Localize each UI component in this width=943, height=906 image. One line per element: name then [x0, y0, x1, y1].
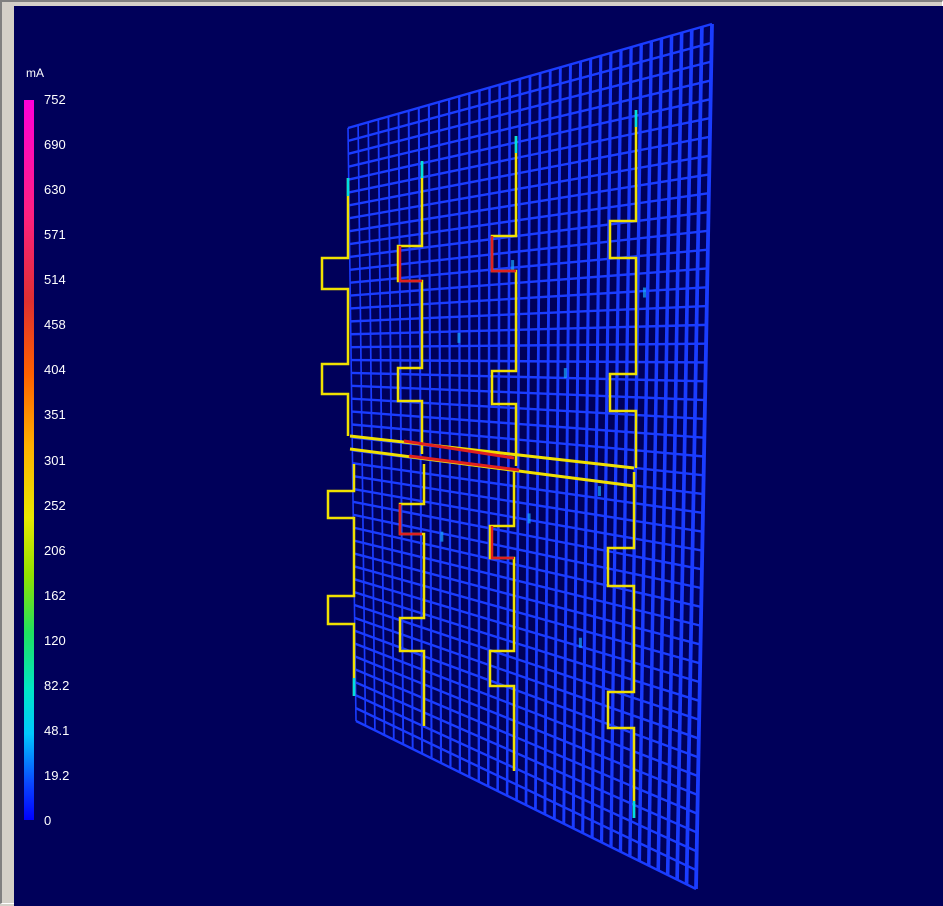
- grid-horizontal-line: [351, 384, 706, 402]
- conductor-hot-segment: [398, 504, 422, 536]
- viewport-3d[interactable]: mA 752 690 630 571 514 458 404 351 301 252 206 162 1…: [14, 6, 943, 906]
- colorbar-tick-label: 48.1: [44, 722, 70, 738]
- colorbar-tick-label: 301: [44, 452, 66, 468]
- grid-horizontal-line: [349, 154, 710, 220]
- conductor-lead-4-upper: [608, 110, 638, 468]
- grid-horizontal-line: [351, 358, 706, 364]
- grid-horizontal-line: [350, 286, 708, 310]
- colorbar-tick-label: 19.2: [44, 767, 70, 783]
- grid-horizontal-line: [353, 539, 702, 627]
- colorbar-tick-label: 514: [44, 272, 66, 288]
- grid-cell-highlight: [578, 637, 582, 648]
- colorbar-unit-label: mA: [26, 66, 44, 80]
- grid-horizontal-line: [355, 719, 697, 891]
- grid-horizontal-line: [349, 210, 709, 259]
- grid-horizontal-line: [354, 681, 698, 834]
- colorbar-tick-label: 690: [44, 137, 66, 153]
- grid-horizontal-line: [351, 371, 706, 383]
- colorbar-tick-label: 162: [44, 587, 66, 603]
- grid-cell-highlight: [440, 531, 444, 542]
- grid-horizontal-line: [348, 60, 712, 155]
- grid-horizontal-line: [347, 41, 712, 143]
- conductor-hot-segment: [398, 246, 422, 283]
- colorbar-tick-label: 120: [44, 632, 66, 648]
- colorbar-tick-label: 458: [44, 317, 66, 333]
- conductor-bus-hot-segment: [408, 454, 520, 472]
- grid-cell-highlight: [642, 287, 646, 298]
- grid-horizontal-line: [354, 642, 699, 778]
- grid-horizontal-line: [351, 410, 705, 439]
- grid-horizontal-line: [348, 79, 712, 168]
- colorbar-tick-label: 351: [44, 407, 66, 423]
- grid-horizontal-line: [351, 423, 705, 458]
- colorbar: [24, 100, 34, 820]
- conductor-lead-3-lower: [488, 468, 516, 771]
- grid-horizontal-line: [355, 694, 698, 853]
- colorbar-tick-label: 571: [44, 227, 66, 243]
- grid-horizontal-line: [350, 342, 707, 349]
- conductors: [320, 110, 638, 818]
- grid-horizontal-line: [352, 500, 703, 571]
- grid-horizontal-line: [354, 668, 698, 815]
- grid-horizontal-line: [354, 603, 700, 721]
- grid-horizontal-line: [348, 135, 711, 207]
- colorbar-tick-label: 82.2: [44, 677, 70, 693]
- grid-horizontal-line: [349, 173, 710, 233]
- conductor-bus-hot-segment: [403, 439, 515, 460]
- grid-horizontal-line: [354, 616, 700, 740]
- grid-horizontal-line: [355, 707, 697, 872]
- grid-horizontal-line: [353, 565, 701, 665]
- colorbar-tick-label: 252: [44, 497, 66, 513]
- grid-cell-highlight: [511, 260, 515, 271]
- grid-horizontal-line: [350, 304, 707, 323]
- conductor-lead-2-lower: [398, 464, 426, 726]
- grid-horizontal-line: [349, 248, 708, 284]
- conductor-hot-segment: [490, 526, 514, 560]
- grid-horizontal-line: [349, 229, 709, 271]
- colorbar-tick-label: 206: [44, 542, 66, 558]
- grounding-grid-scene: [320, 22, 714, 891]
- colorbar-tick-label: 0: [44, 813, 52, 828]
- colorbar-tick-label: 404: [44, 362, 66, 378]
- grid-horizontal-line: [350, 267, 708, 297]
- grid-horizontal-line: [352, 461, 704, 515]
- colorbar-tick-label: 752: [44, 92, 66, 107]
- grid-horizontal-line: [352, 474, 703, 533]
- grid-horizontal-line: [353, 552, 701, 646]
- grid-cell-highlight: [597, 486, 601, 497]
- grid-horizontal-line: [348, 116, 711, 194]
- grid-horizontal-line: [353, 590, 700, 703]
- conductor-lead-1-upper: [320, 178, 350, 436]
- conductor-hot-segment: [490, 236, 516, 273]
- grid-cell-highlight: [563, 368, 567, 379]
- grid-horizontal-line: [347, 22, 713, 130]
- conductor-lead-2-upper: [396, 161, 424, 454]
- conductor-lead-3-upper: [490, 136, 518, 466]
- conductor-bus-upper: [349, 434, 635, 470]
- conductor-lead-1-lower: [326, 464, 356, 696]
- grid-horizontal-line: [353, 526, 702, 609]
- grid-horizontal-line: [349, 192, 710, 246]
- grid-horizontal-line: [348, 98, 711, 181]
- grid-horizontal-line: [352, 487, 703, 552]
- grid-horizontal-line: [354, 655, 699, 797]
- grounding-grid: [347, 22, 714, 891]
- grid-cell-highlight: [457, 332, 461, 343]
- grid-cell-highlight: [527, 513, 531, 524]
- grid-horizontal-line: [353, 578, 701, 684]
- conductor-lead-4-lower: [606, 472, 636, 818]
- grid-horizontal-line: [350, 323, 707, 336]
- colorbar-tick-label: 630: [44, 182, 66, 198]
- grid-horizontal-line: [352, 513, 702, 590]
